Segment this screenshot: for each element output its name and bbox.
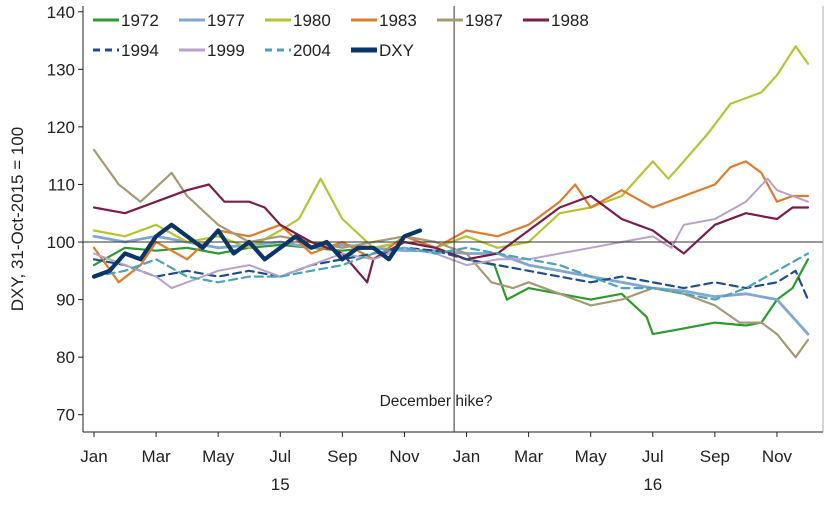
legend-label-1983: 1983 [379,11,417,30]
y-tick-label-120: 120 [47,118,75,137]
x-tick-label-jul: Jul [269,447,291,466]
legend-label-1987: 1987 [465,11,503,30]
y-tick-label-90: 90 [56,291,75,310]
legend-label-2004: 2004 [293,41,331,60]
x-tick-label-mar: Mar [141,447,171,466]
y-tick-label-110: 110 [48,175,75,194]
series-line-1994 [92,246,810,301]
legend-label-1980: 1980 [293,11,331,30]
series-line-1987 [92,148,810,359]
legend: 1972 1977 1980 1983 1987 1988 1994 1999 2004 DXY [93,11,589,60]
x-tick-label-jan: Jan [80,447,107,466]
series-line-2004 [92,246,810,301]
y-tick-label-100: 100 [47,233,75,252]
x-tick-label-may: May [202,447,235,466]
legend-label-1988: 1988 [551,11,589,30]
legend-label-1977: 1977 [207,11,245,30]
year-label-16: 16 [643,475,662,494]
reference-lines [83,6,823,432]
axes: 70 80 90 100 110 120 130 140 Jan Mar May Jul Sep Nov J… [47,3,824,494]
legend-label-1972: 1972 [121,11,159,30]
x-tick-label-sep: Sep [327,447,357,466]
legend-label-1994: 1994 [121,41,159,60]
x-tick-label-sep: Sep [700,447,730,466]
annotation-december-hike: December hike? [380,393,493,410]
x-tick-label-jan: Jan [453,447,480,466]
legend-label-dxy: DXY [379,41,414,60]
series-line-1977 [92,234,810,336]
x-tick-label-mar: Mar [514,447,544,466]
series-line-dxy [91,222,423,279]
y-tick-label-70: 70 [56,406,75,425]
legend-label-1999: 1999 [207,41,245,60]
series-line-1988 [92,183,810,284]
y-tick-label-130: 130 [47,60,75,79]
y-tick-label-80: 80 [56,348,75,367]
y-tick-label-140: 140 [47,3,75,22]
x-tick-label-nov: Nov [762,447,793,466]
x-tick-label-nov: Nov [389,447,420,466]
year-label-15: 15 [271,475,290,494]
x-tick-label-jul: Jul [642,447,664,466]
y-axis-title: DXY, 31-Oct-2015 = 100 [8,127,27,311]
x-tick-label-may: May [575,447,608,466]
